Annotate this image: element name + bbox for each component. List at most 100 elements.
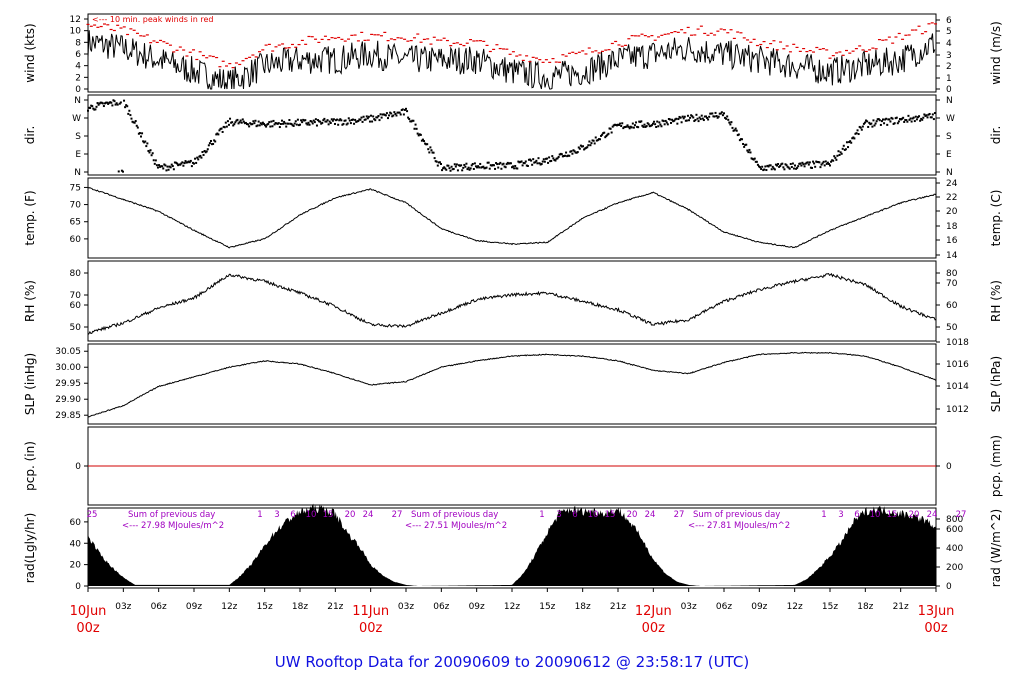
dir-point — [853, 137, 856, 140]
dir-point — [141, 132, 144, 135]
dir-point — [194, 157, 197, 160]
dir-point — [453, 163, 456, 166]
dir-point — [787, 166, 790, 169]
dir-point — [719, 112, 722, 115]
panels-group: wind (kts) wind (m/s)0246810120123456<---… — [23, 13, 1003, 592]
dir-point — [913, 120, 916, 123]
rh-frame — [87, 260, 937, 342]
dir-point — [318, 120, 321, 123]
dir-point — [313, 121, 316, 124]
dir-point — [452, 168, 455, 171]
dir-point — [611, 125, 614, 128]
temp-ylabel-left: temp. (F) — [23, 190, 37, 245]
dir-point — [384, 114, 387, 117]
rad-right-tick-label: 400 — [946, 544, 963, 554]
dir-point — [437, 161, 440, 164]
dir-point — [778, 165, 781, 168]
dir-point — [733, 129, 736, 132]
dir-point — [900, 118, 903, 121]
dir-point — [436, 164, 439, 167]
dir-point — [331, 119, 334, 122]
rad-scale-label: 10 — [306, 510, 317, 520]
dir-point — [918, 115, 921, 118]
time-tick-label: 15z — [822, 602, 838, 612]
dir-point — [110, 101, 113, 104]
wind-frame — [87, 13, 937, 93]
dir-point — [409, 120, 412, 123]
dir-point — [262, 122, 265, 125]
dir-point — [120, 169, 123, 172]
dir-point — [598, 138, 601, 141]
radiation-area — [88, 503, 936, 586]
dir-point — [501, 163, 504, 166]
temp-left-tick-label: 65 — [70, 218, 81, 228]
rad-scale-label: 27 — [392, 510, 403, 520]
dir-point — [841, 147, 844, 150]
dir-point — [757, 165, 760, 168]
dir-point — [766, 164, 769, 167]
dir-point — [487, 161, 490, 164]
time-tick-label: 06z — [716, 602, 732, 612]
dir-point — [113, 100, 116, 103]
dir-point — [618, 123, 621, 126]
wind-right-tick-label: 5 — [946, 27, 952, 37]
dir-point — [166, 165, 169, 168]
dir-point — [479, 162, 482, 165]
dir-point — [783, 168, 786, 171]
dir-point — [755, 160, 758, 163]
dir-point — [893, 122, 896, 125]
dir-point — [583, 148, 586, 151]
dir-right-tick-label: N — [946, 96, 953, 106]
dir-point — [388, 114, 391, 117]
dir-point — [543, 160, 546, 163]
dir-point — [294, 120, 297, 123]
dir-left-tick-label: E — [75, 150, 81, 160]
dir-point — [548, 156, 551, 159]
dir-point — [906, 120, 909, 123]
slp-frame — [87, 343, 937, 425]
dir-point — [87, 109, 89, 112]
dir-point — [472, 167, 475, 170]
dir-point — [233, 123, 236, 126]
day-label-date: 10Jun — [70, 604, 107, 619]
dir-point — [160, 165, 163, 168]
dir-point — [771, 165, 774, 168]
dir-point — [876, 118, 879, 121]
dir-point — [491, 164, 494, 167]
dir-point — [630, 126, 633, 129]
dir-point — [242, 120, 245, 123]
dir-point — [165, 169, 168, 172]
dir-point — [173, 161, 176, 164]
dir-point — [278, 126, 281, 129]
time-tick-label: 12z — [504, 602, 520, 612]
dir-point — [332, 118, 335, 121]
dir-point — [534, 161, 537, 164]
dir-point — [500, 167, 503, 170]
dir-point — [837, 150, 840, 153]
dir-point — [333, 122, 336, 125]
rad-scale-label: 15 — [887, 510, 898, 520]
dir-point — [624, 126, 627, 129]
time-tick-label: 06z — [151, 602, 167, 612]
dir-point — [378, 119, 381, 122]
dir-point — [146, 142, 149, 145]
dir-point — [302, 118, 305, 121]
pcp-right-tick-label: 0 — [946, 462, 952, 472]
dir-point — [376, 116, 379, 119]
dir-point — [105, 101, 108, 104]
dir-point — [919, 119, 922, 122]
dir-point — [268, 121, 271, 124]
dir-point — [754, 160, 757, 163]
dir-point — [753, 157, 756, 160]
dir-point — [642, 125, 645, 128]
rad-scale-label: 15 — [605, 510, 616, 520]
dir-point — [747, 151, 750, 154]
dir-point — [694, 119, 697, 122]
dir-point — [527, 158, 530, 161]
dir-point — [176, 162, 179, 165]
dir-point — [217, 133, 220, 136]
rad-scale-label: 10 — [870, 510, 881, 520]
dir-point — [928, 112, 931, 115]
dir-point — [649, 124, 652, 127]
